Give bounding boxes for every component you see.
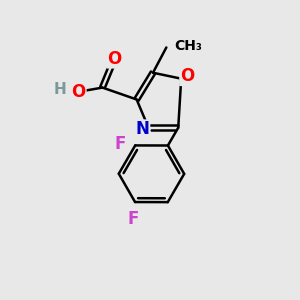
Text: O: O xyxy=(71,83,86,101)
Text: F: F xyxy=(114,135,126,153)
Text: CH₃: CH₃ xyxy=(174,39,202,53)
Text: F: F xyxy=(128,210,139,228)
Text: N: N xyxy=(136,120,149,138)
Text: O: O xyxy=(180,67,194,85)
Text: H: H xyxy=(54,82,67,97)
Text: O: O xyxy=(107,50,122,68)
